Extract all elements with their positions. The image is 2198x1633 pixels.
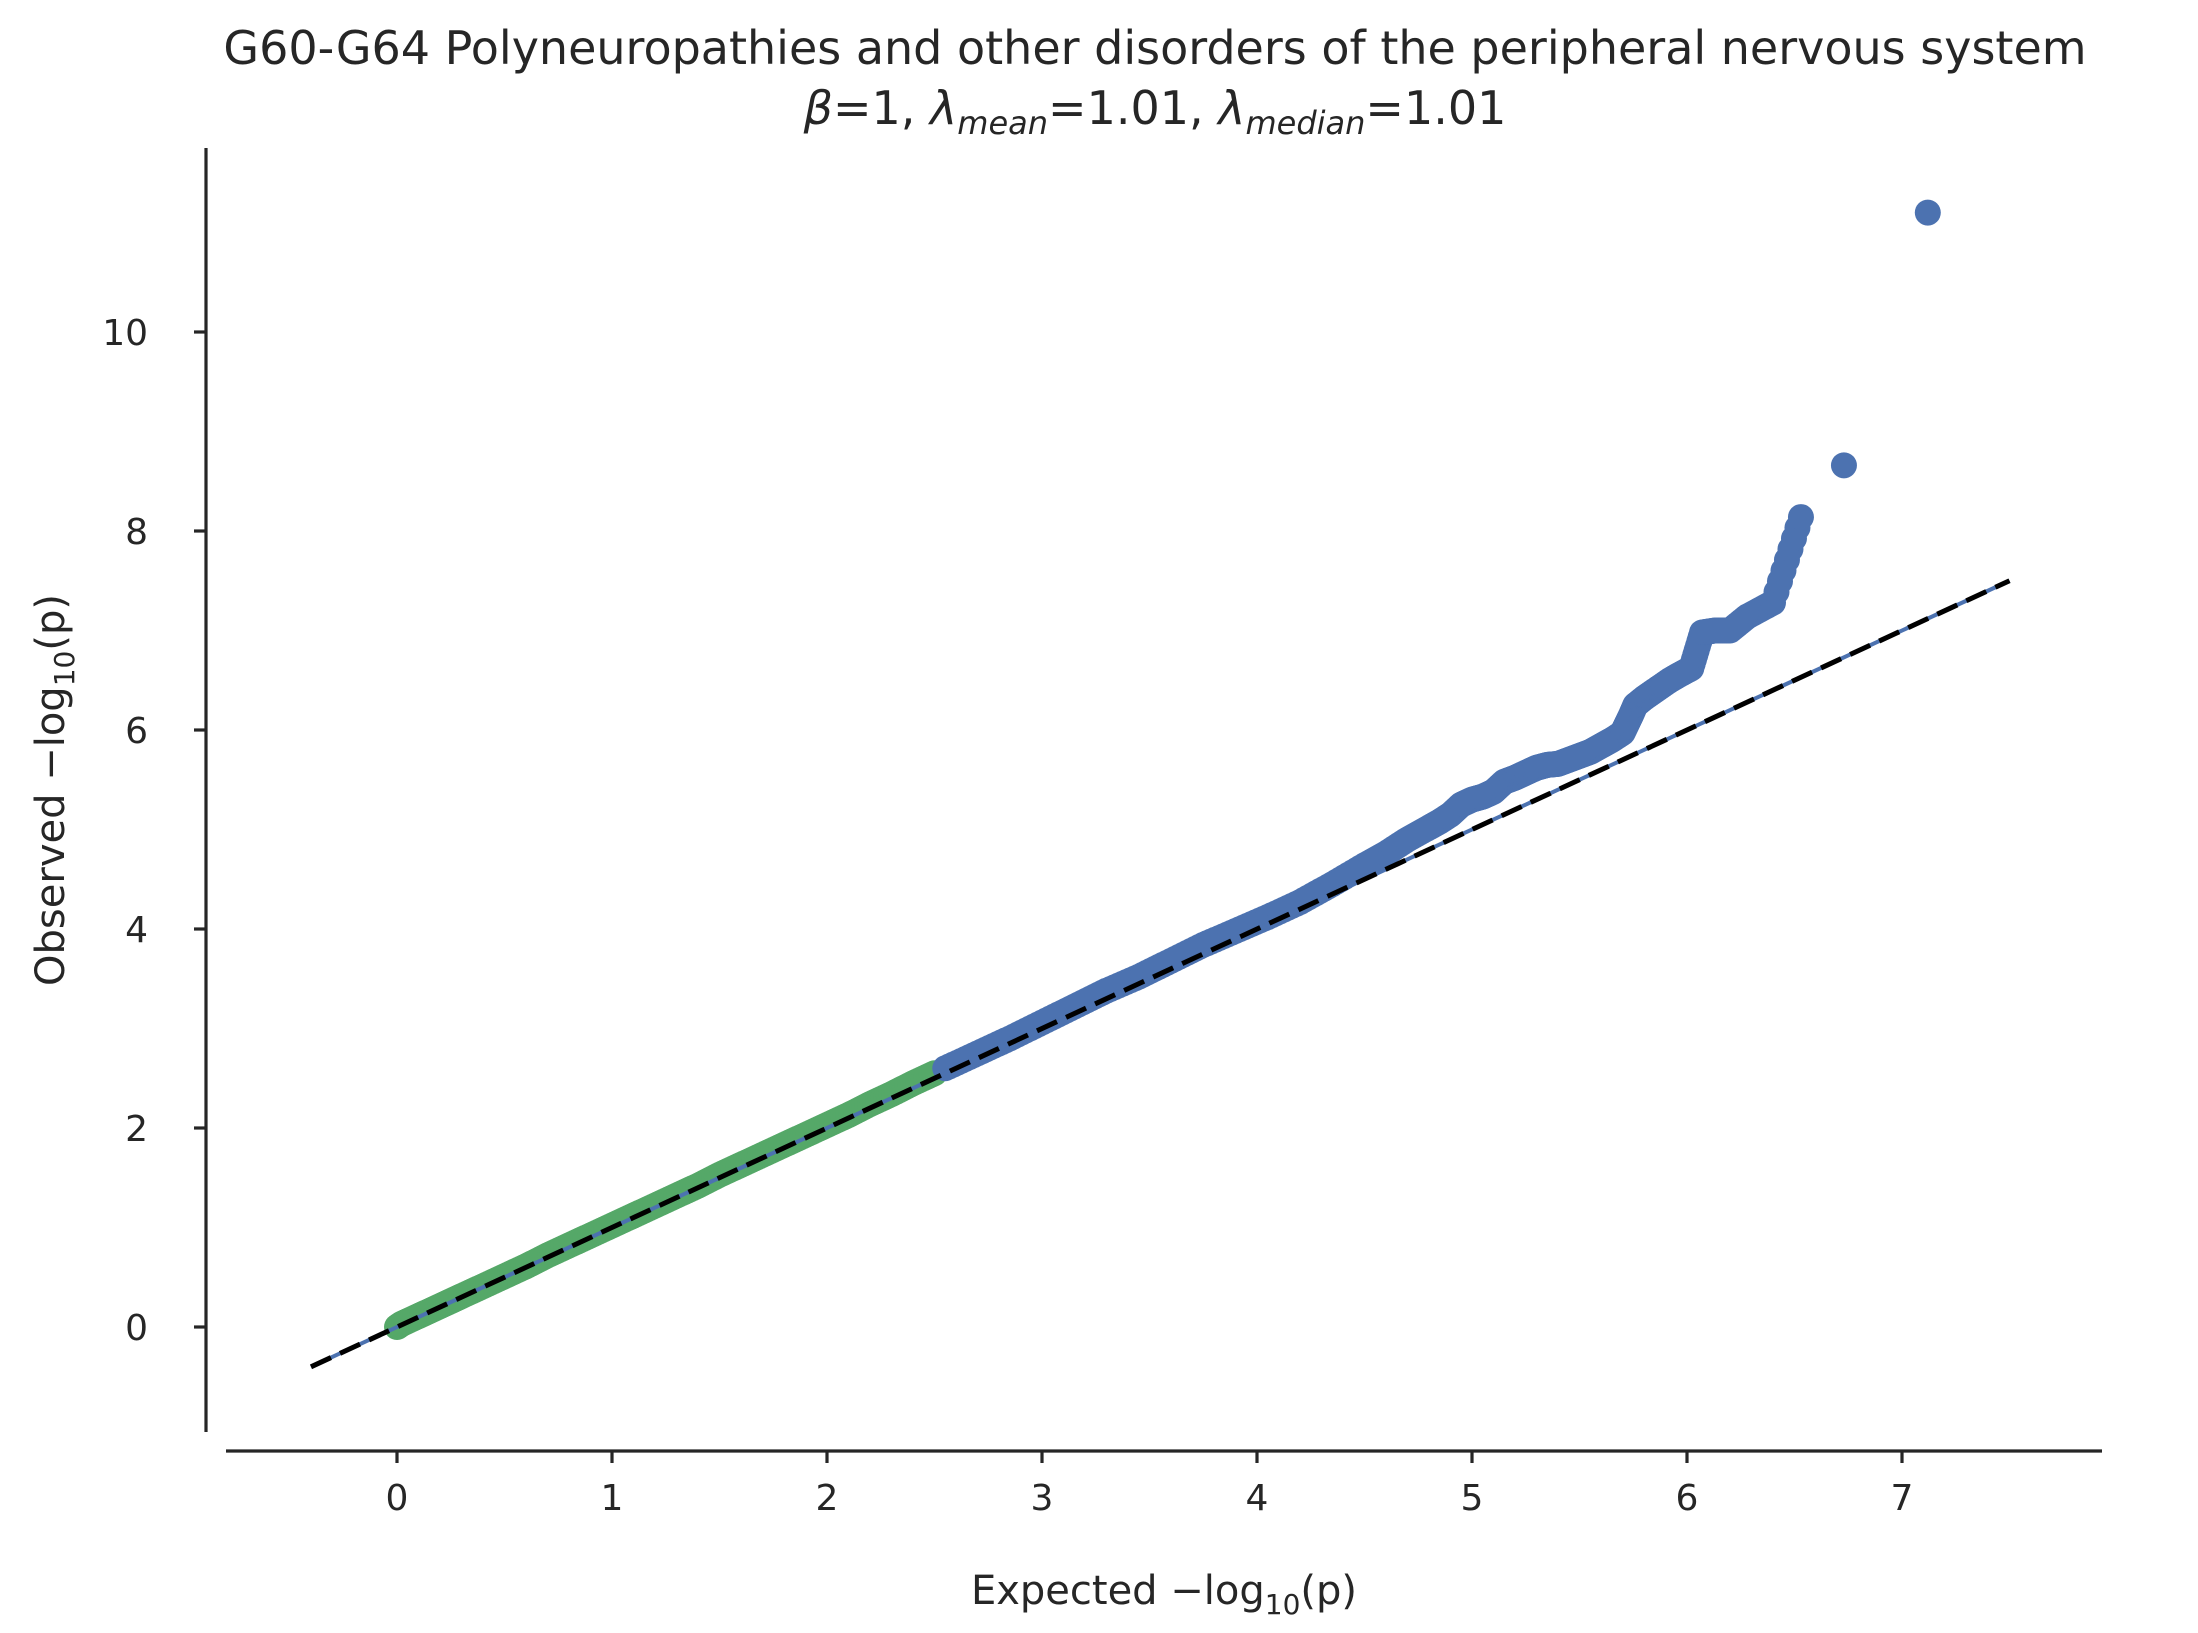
reference-line-group	[309, 578, 2011, 1370]
x-tick-label: 3	[1031, 1478, 1054, 1519]
x-tick-label: 2	[816, 1478, 839, 1519]
x-axis-ticks: 0 1 2 3 4 5 6 7	[386, 1451, 1914, 1519]
y-tick-label: 10	[102, 313, 148, 354]
reference-line	[309, 578, 2011, 1370]
lambda-mean-value: 1.01	[1087, 81, 1189, 135]
x-tick-label: 4	[1246, 1478, 1269, 1519]
y-tick-label: 6	[125, 711, 148, 752]
y-tick-label: 2	[125, 1109, 148, 1150]
blue-point	[1787, 504, 1814, 531]
lambda-median-value: 1.01	[1404, 81, 1506, 135]
x-tick-label: 5	[1461, 1478, 1484, 1519]
blue-point	[1830, 452, 1857, 479]
x-axis-label: Expected −log10(p)	[971, 1568, 1357, 1621]
blue-point	[1914, 199, 1941, 226]
lambda-mean-symbol: λ	[927, 81, 957, 135]
x-tick-label: 6	[1676, 1478, 1699, 1519]
beta-symbol: β	[803, 81, 833, 135]
data-points	[384, 199, 1941, 1340]
x-tick-label: 1	[601, 1478, 624, 1519]
x-tick-label: 7	[1891, 1478, 1914, 1519]
y-axis-ticks: 0 2 4 6 8 10	[102, 313, 206, 1349]
beta-value: 1	[872, 81, 901, 135]
lambda-mean-sub: mean	[957, 104, 1048, 142]
chart-subtitle: β=1, λmean=1.01, λmedian=1.01	[803, 81, 1507, 142]
y-tick-label: 8	[125, 512, 148, 553]
lambda-median-sub: median	[1245, 104, 1365, 142]
x-tick-label: 0	[386, 1478, 409, 1519]
chart-title: G60-G64 Polyneuropathies and other disor…	[223, 21, 2086, 75]
lambda-median-symbol: λ	[1215, 81, 1245, 135]
y-axis-label: Observed −log10(p)	[28, 594, 81, 986]
y-tick-label: 0	[125, 1308, 148, 1349]
y-tick-label: 4	[125, 910, 148, 951]
